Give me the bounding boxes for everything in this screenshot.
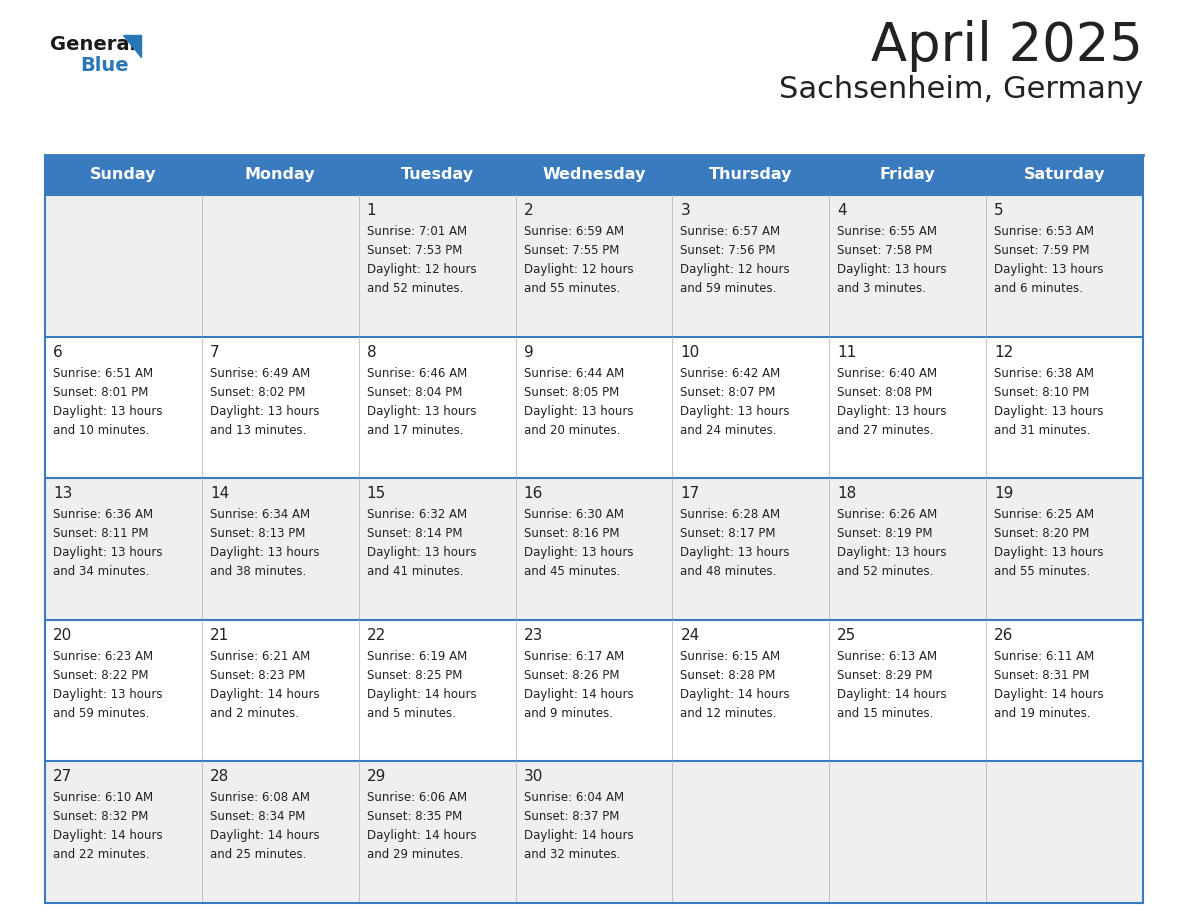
- Text: Sunrise: 6:23 AM
Sunset: 8:22 PM
Daylight: 13 hours
and 59 minutes.: Sunrise: 6:23 AM Sunset: 8:22 PM Dayligh…: [53, 650, 163, 720]
- Text: 12: 12: [994, 344, 1013, 360]
- Text: 17: 17: [681, 487, 700, 501]
- Text: Sunrise: 6:04 AM
Sunset: 8:37 PM
Daylight: 14 hours
and 32 minutes.: Sunrise: 6:04 AM Sunset: 8:37 PM Dayligh…: [524, 791, 633, 861]
- Text: 26: 26: [994, 628, 1013, 643]
- Text: Sunrise: 6:46 AM
Sunset: 8:04 PM
Daylight: 13 hours
and 17 minutes.: Sunrise: 6:46 AM Sunset: 8:04 PM Dayligh…: [367, 366, 476, 437]
- Text: 2: 2: [524, 203, 533, 218]
- Text: 23: 23: [524, 628, 543, 643]
- Text: Sunrise: 6:51 AM
Sunset: 8:01 PM
Daylight: 13 hours
and 10 minutes.: Sunrise: 6:51 AM Sunset: 8:01 PM Dayligh…: [53, 366, 163, 437]
- Text: Wednesday: Wednesday: [542, 167, 646, 183]
- Text: 11: 11: [838, 344, 857, 360]
- Text: 4: 4: [838, 203, 847, 218]
- Polygon shape: [124, 35, 141, 57]
- Text: April 2025: April 2025: [871, 20, 1143, 72]
- Text: Saturday: Saturday: [1024, 167, 1105, 183]
- Text: 28: 28: [210, 769, 229, 784]
- Text: 10: 10: [681, 344, 700, 360]
- Text: Sunrise: 6:26 AM
Sunset: 8:19 PM
Daylight: 13 hours
and 52 minutes.: Sunrise: 6:26 AM Sunset: 8:19 PM Dayligh…: [838, 509, 947, 578]
- FancyBboxPatch shape: [45, 337, 1143, 478]
- FancyBboxPatch shape: [45, 195, 1143, 337]
- Text: Sunrise: 6:34 AM
Sunset: 8:13 PM
Daylight: 13 hours
and 38 minutes.: Sunrise: 6:34 AM Sunset: 8:13 PM Dayligh…: [210, 509, 320, 578]
- Text: 8: 8: [367, 344, 377, 360]
- Text: Monday: Monday: [245, 167, 316, 183]
- Text: Friday: Friday: [880, 167, 935, 183]
- Text: Sunrise: 6:55 AM
Sunset: 7:58 PM
Daylight: 13 hours
and 3 minutes.: Sunrise: 6:55 AM Sunset: 7:58 PM Dayligh…: [838, 225, 947, 295]
- Text: Sunday: Sunday: [90, 167, 157, 183]
- Text: 14: 14: [210, 487, 229, 501]
- Text: Sunrise: 6:11 AM
Sunset: 8:31 PM
Daylight: 14 hours
and 19 minutes.: Sunrise: 6:11 AM Sunset: 8:31 PM Dayligh…: [994, 650, 1104, 720]
- Text: 15: 15: [367, 487, 386, 501]
- Text: 25: 25: [838, 628, 857, 643]
- FancyBboxPatch shape: [45, 620, 1143, 761]
- Text: 7: 7: [210, 344, 220, 360]
- Text: Sunrise: 6:15 AM
Sunset: 8:28 PM
Daylight: 14 hours
and 12 minutes.: Sunrise: 6:15 AM Sunset: 8:28 PM Dayligh…: [681, 650, 790, 720]
- Text: 16: 16: [524, 487, 543, 501]
- Text: Sunrise: 6:17 AM
Sunset: 8:26 PM
Daylight: 14 hours
and 9 minutes.: Sunrise: 6:17 AM Sunset: 8:26 PM Dayligh…: [524, 650, 633, 720]
- Text: Sunrise: 6:13 AM
Sunset: 8:29 PM
Daylight: 14 hours
and 15 minutes.: Sunrise: 6:13 AM Sunset: 8:29 PM Dayligh…: [838, 650, 947, 720]
- Text: Sunrise: 6:21 AM
Sunset: 8:23 PM
Daylight: 14 hours
and 2 minutes.: Sunrise: 6:21 AM Sunset: 8:23 PM Dayligh…: [210, 650, 320, 720]
- Text: Sunrise: 6:25 AM
Sunset: 8:20 PM
Daylight: 13 hours
and 55 minutes.: Sunrise: 6:25 AM Sunset: 8:20 PM Dayligh…: [994, 509, 1104, 578]
- Text: Thursday: Thursday: [709, 167, 792, 183]
- Text: Sunrise: 6:38 AM
Sunset: 8:10 PM
Daylight: 13 hours
and 31 minutes.: Sunrise: 6:38 AM Sunset: 8:10 PM Dayligh…: [994, 366, 1104, 437]
- Text: 5: 5: [994, 203, 1004, 218]
- Text: 21: 21: [210, 628, 229, 643]
- Text: Sunrise: 6:57 AM
Sunset: 7:56 PM
Daylight: 12 hours
and 59 minutes.: Sunrise: 6:57 AM Sunset: 7:56 PM Dayligh…: [681, 225, 790, 295]
- Text: Sunrise: 6:53 AM
Sunset: 7:59 PM
Daylight: 13 hours
and 6 minutes.: Sunrise: 6:53 AM Sunset: 7:59 PM Dayligh…: [994, 225, 1104, 295]
- Text: 24: 24: [681, 628, 700, 643]
- Text: 19: 19: [994, 487, 1013, 501]
- Text: 1: 1: [367, 203, 377, 218]
- Text: Sunrise: 6:32 AM
Sunset: 8:14 PM
Daylight: 13 hours
and 41 minutes.: Sunrise: 6:32 AM Sunset: 8:14 PM Dayligh…: [367, 509, 476, 578]
- Text: Sunrise: 6:42 AM
Sunset: 8:07 PM
Daylight: 13 hours
and 24 minutes.: Sunrise: 6:42 AM Sunset: 8:07 PM Dayligh…: [681, 366, 790, 437]
- Text: Sunrise: 6:59 AM
Sunset: 7:55 PM
Daylight: 12 hours
and 55 minutes.: Sunrise: 6:59 AM Sunset: 7:55 PM Dayligh…: [524, 225, 633, 295]
- Text: 9: 9: [524, 344, 533, 360]
- FancyBboxPatch shape: [45, 155, 1143, 195]
- Text: Tuesday: Tuesday: [400, 167, 474, 183]
- Text: Sachsenheim, Germany: Sachsenheim, Germany: [779, 75, 1143, 104]
- Text: Sunrise: 7:01 AM
Sunset: 7:53 PM
Daylight: 12 hours
and 52 minutes.: Sunrise: 7:01 AM Sunset: 7:53 PM Dayligh…: [367, 225, 476, 295]
- Text: Sunrise: 6:49 AM
Sunset: 8:02 PM
Daylight: 13 hours
and 13 minutes.: Sunrise: 6:49 AM Sunset: 8:02 PM Dayligh…: [210, 366, 320, 437]
- Text: Sunrise: 6:06 AM
Sunset: 8:35 PM
Daylight: 14 hours
and 29 minutes.: Sunrise: 6:06 AM Sunset: 8:35 PM Dayligh…: [367, 791, 476, 861]
- Text: 29: 29: [367, 769, 386, 784]
- Text: Sunrise: 6:10 AM
Sunset: 8:32 PM
Daylight: 14 hours
and 22 minutes.: Sunrise: 6:10 AM Sunset: 8:32 PM Dayligh…: [53, 791, 163, 861]
- Text: 27: 27: [53, 769, 72, 784]
- Text: Sunrise: 6:28 AM
Sunset: 8:17 PM
Daylight: 13 hours
and 48 minutes.: Sunrise: 6:28 AM Sunset: 8:17 PM Dayligh…: [681, 509, 790, 578]
- Text: Blue: Blue: [80, 56, 128, 75]
- Text: 18: 18: [838, 487, 857, 501]
- Text: Sunrise: 6:08 AM
Sunset: 8:34 PM
Daylight: 14 hours
and 25 minutes.: Sunrise: 6:08 AM Sunset: 8:34 PM Dayligh…: [210, 791, 320, 861]
- Text: 20: 20: [53, 628, 72, 643]
- Text: General: General: [50, 35, 137, 54]
- Text: 30: 30: [524, 769, 543, 784]
- FancyBboxPatch shape: [45, 761, 1143, 903]
- Text: Sunrise: 6:44 AM
Sunset: 8:05 PM
Daylight: 13 hours
and 20 minutes.: Sunrise: 6:44 AM Sunset: 8:05 PM Dayligh…: [524, 366, 633, 437]
- Text: Sunrise: 6:36 AM
Sunset: 8:11 PM
Daylight: 13 hours
and 34 minutes.: Sunrise: 6:36 AM Sunset: 8:11 PM Dayligh…: [53, 509, 163, 578]
- FancyBboxPatch shape: [45, 478, 1143, 620]
- Text: 6: 6: [53, 344, 63, 360]
- Text: Sunrise: 6:40 AM
Sunset: 8:08 PM
Daylight: 13 hours
and 27 minutes.: Sunrise: 6:40 AM Sunset: 8:08 PM Dayligh…: [838, 366, 947, 437]
- Text: 3: 3: [681, 203, 690, 218]
- Text: Sunrise: 6:30 AM
Sunset: 8:16 PM
Daylight: 13 hours
and 45 minutes.: Sunrise: 6:30 AM Sunset: 8:16 PM Dayligh…: [524, 509, 633, 578]
- Text: Sunrise: 6:19 AM
Sunset: 8:25 PM
Daylight: 14 hours
and 5 minutes.: Sunrise: 6:19 AM Sunset: 8:25 PM Dayligh…: [367, 650, 476, 720]
- Text: 22: 22: [367, 628, 386, 643]
- Text: 13: 13: [53, 487, 72, 501]
